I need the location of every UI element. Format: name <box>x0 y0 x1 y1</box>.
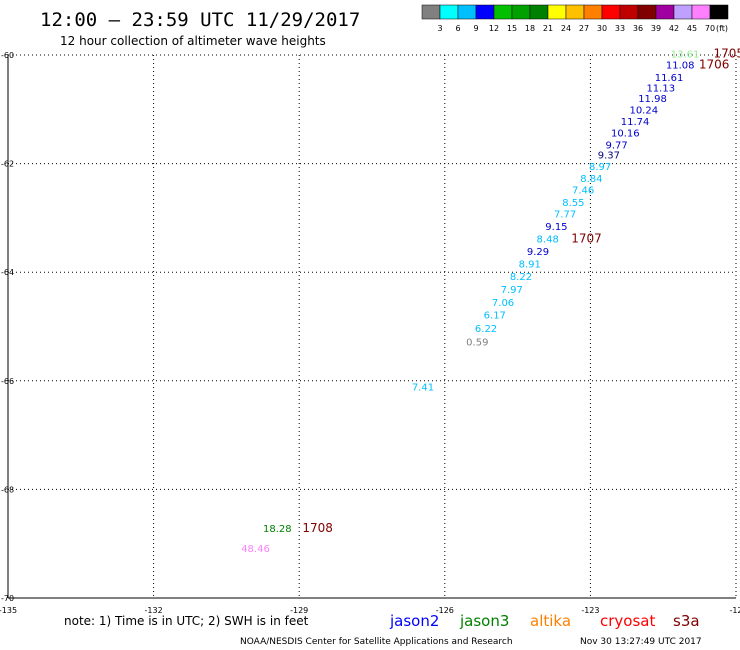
page-title: 12:00 – 23:59 UTC 11/29/2017 <box>40 9 360 31</box>
satellite-legend-item: s3a <box>673 612 700 630</box>
footer-note: note: 1) Time is in UTC; 2) SWH is in fe… <box>64 614 309 628</box>
wave-height-point: 7.06 <box>492 298 514 309</box>
colorbar-swatch <box>421 4 441 20</box>
wave-height-point: 7.97 <box>501 285 523 296</box>
colorbar-swatch <box>673 4 693 20</box>
cycle-label: 1708 <box>302 521 333 535</box>
colorbar-label: 45 <box>687 24 697 33</box>
colorbar-swatch <box>709 4 729 20</box>
wave-height-point: 10.16 <box>611 128 640 139</box>
colorbar-swatch <box>637 4 657 20</box>
x-tick-label: -135 <box>0 606 17 615</box>
tick-labels: -135 -132 -129 -126 -123 -12 -60 -62 -64 -66 -68 -7… <box>0 51 740 615</box>
colorbar-label: 30 <box>597 24 607 33</box>
wave-height-point: 10.24 <box>629 106 658 117</box>
wave-height-point: 11.61 <box>655 73 684 84</box>
colorbar-label: 36 <box>633 24 643 33</box>
colorbar-swatch <box>655 4 675 20</box>
wave-height-point: 11.98 <box>638 94 667 105</box>
colorbar-swatch <box>691 4 711 20</box>
footer-credit: NOAA/NESDIS Center for Satellite Applica… <box>240 637 513 647</box>
y-tick-label: -60 <box>1 51 14 60</box>
wave-height-point: 11.08 <box>666 61 695 72</box>
wave-height-point: 6.22 <box>475 324 497 335</box>
colorbar-label: 9 <box>473 24 478 33</box>
x-tick-label: -129 <box>290 606 308 615</box>
wave-height-point: 7.41 <box>412 383 434 394</box>
x-tick-label: -132 <box>145 606 163 615</box>
wave-height-point: 8.97 <box>589 162 611 173</box>
x-tick-label: -123 <box>581 606 599 615</box>
colorbar-label: 15 <box>507 24 517 33</box>
page-subtitle: 12 hour collection of altimeter wave hei… <box>60 34 326 48</box>
data-points: 13.6111.0811.6111.1311.9810.2411.7410.16… <box>241 50 699 555</box>
x-tick-label: -12 <box>729 606 740 615</box>
colorbar-swatch <box>547 4 567 20</box>
colorbar-label: 6 <box>455 24 460 33</box>
wave-height-point: 11.13 <box>646 83 675 94</box>
gridlines <box>8 54 737 598</box>
cycle-labels: 17051706 1707 1708 <box>302 47 740 535</box>
colorbar-swatch <box>475 4 495 20</box>
colorbar-label: 42 <box>669 24 679 33</box>
plot-frame <box>7 55 736 599</box>
satellite-legend-item: jason2 <box>389 612 439 630</box>
wave-height-point: 9.77 <box>605 140 627 151</box>
footer-timestamp: Nov 30 13:27:49 UTC 2017 <box>580 637 702 647</box>
colorbar-swatch <box>457 4 477 20</box>
cycle-label: 1705 <box>713 47 740 61</box>
wave-height-point: 0.59 <box>466 338 488 349</box>
wave-height-point: 9.15 <box>545 222 567 233</box>
colorbar-label: 21 <box>543 24 553 33</box>
colorbar-swatch <box>601 4 621 20</box>
cycle-label: 1706 <box>699 58 730 72</box>
colorbar: 3 6 9 12 15 18 21 24 27 30 33 36 39 42 45 70 <box>421 4 729 33</box>
wave-height-point: 8.48 <box>537 234 559 245</box>
wave-height-point: 9.37 <box>598 151 620 162</box>
satellite-legend-item: jason3 <box>459 612 509 630</box>
colorbar-swatch <box>619 4 639 20</box>
colorbar-swatch <box>529 4 549 20</box>
colorbar-label: 3 <box>437 24 442 33</box>
colorbar-label: 70 <box>705 24 715 33</box>
colorbar-unit: (ft) <box>716 24 728 33</box>
satellite-legend-item: altika <box>530 612 571 630</box>
wave-height-point: 6.17 <box>484 310 506 321</box>
colorbar-label: 33 <box>615 24 625 33</box>
y-tick-label: -66 <box>1 377 14 386</box>
colorbar-label: 24 <box>561 24 571 33</box>
wave-height-point: 8.22 <box>510 272 532 283</box>
y-tick-label: -62 <box>1 160 14 169</box>
y-tick-label: -68 <box>1 485 14 494</box>
wave-height-point: 8.84 <box>580 174 602 185</box>
colorbar-swatch <box>565 4 585 20</box>
wave-height-point: 9.29 <box>527 247 549 258</box>
colorbar-label: 12 <box>489 24 499 33</box>
colorbar-label: 18 <box>525 24 535 33</box>
wave-height-point: 48.46 <box>241 544 270 555</box>
colorbar-swatch <box>439 4 459 20</box>
colorbar-swatch <box>583 4 603 20</box>
wave-height-point: 7.46 <box>572 185 594 196</box>
colorbar-swatch <box>493 4 513 20</box>
cycle-label: 1707 <box>571 231 602 245</box>
wave-height-point: 8.91 <box>519 259 541 270</box>
colorbar-label: 27 <box>579 24 589 33</box>
y-tick-label: -70 <box>1 594 14 603</box>
x-tick-label: -126 <box>436 606 454 615</box>
wave-height-point: 11.74 <box>621 117 650 128</box>
wave-height-point: 18.28 <box>263 524 292 535</box>
wave-height-point: 8.55 <box>562 198 584 209</box>
colorbar-swatch <box>511 4 531 20</box>
wave-height-point: 13.61 <box>671 50 700 61</box>
colorbar-label: 39 <box>651 24 661 33</box>
y-tick-label: -64 <box>1 268 14 277</box>
satellite-legend-item: cryosat <box>600 612 655 630</box>
satellite-legend: jason2 jason3 altika cryosat s3a <box>389 612 700 630</box>
wave-height-point: 7.77 <box>554 209 576 220</box>
